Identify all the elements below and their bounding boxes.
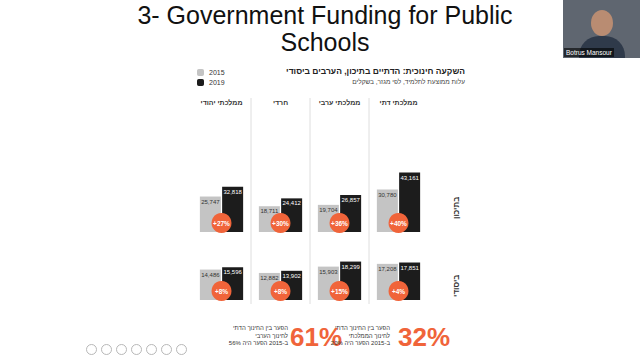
html-text:הפער בין החינוך הדתי: הפער בין החינוך הדתי (335, 325, 390, 331)
svg-text:ממלכתי ערבי: ממלכתי ערבי (319, 99, 361, 106)
svg-text:+30%: +30% (272, 220, 289, 227)
svg-text:15,903: 15,903 (319, 269, 338, 275)
svg-text:ממלכתי יהודי: ממלכתי יהודי (201, 99, 243, 106)
svg-text:24,412: 24,412 (282, 200, 301, 206)
svg-text:2015: 2015 (209, 69, 225, 76)
html-text:הפער בין החינוך הדתי: הפער בין החינוך הדתי (233, 325, 288, 331)
html-text:עלות ממוצעת לתלמיד, לפי מגזר,: עלות ממוצעת לתלמיד, לפי מגזר, בשקלים (352, 78, 465, 85)
svg-text:19,704: 19,704 (319, 207, 338, 213)
svg-text:13,902: 13,902 (282, 273, 301, 279)
svg-text:בתיכון: בתיכון (452, 197, 461, 219)
svg-text:15,596: 15,596 (223, 269, 242, 275)
svg-text:+40%: +40% (390, 220, 407, 227)
svg-text:26,857: 26,857 (341, 197, 360, 203)
svg-text:+15%: +15% (331, 288, 348, 295)
html-text:לחינוך הממלכתי: לחינוך הממלכתי (348, 332, 390, 339)
svg-text:2019: 2019 (209, 79, 225, 86)
html-text:לחינוך הערבי: לחינוך הערבי (255, 332, 288, 339)
html-text:3- Government Funding for Publ: 3- Government Funding for Public Schools (137, 1, 513, 56)
svg-text:18,711: 18,711 (260, 208, 279, 214)
svg-text:43,161: 43,161 (400, 175, 419, 181)
svg-text:25,747: 25,747 (201, 199, 220, 205)
html-text:ב-2015 הפער היה 56%: ב-2015 הפער היה 56% (228, 340, 288, 346)
svg-text:18,299: 18,299 (341, 264, 360, 270)
html-text:השקעה חינוכית: הדתיים בתיכון,: השקעה חינוכית: הדתיים בתיכון, הערבים ביס… (286, 66, 465, 76)
svg-text:32,818: 32,818 (223, 189, 242, 195)
html-text:61%: 61% (290, 322, 342, 352)
svg-text:17,208: 17,208 (378, 266, 397, 272)
html-text:32%: 32% (398, 322, 450, 352)
svg-text:+27%: +27% (213, 220, 230, 227)
svg-text:12,882: 12,882 (260, 275, 279, 281)
svg-text:+4%: +4% (392, 288, 405, 295)
html-text:Botrus Mansour: Botrus Mansour (566, 49, 612, 56)
html-text:ב-2015 הפער היה 20%: ב-2015 הפער היה 20% (330, 340, 390, 346)
svg-text:ביסודי: ביסודי (452, 275, 461, 297)
svg-text:17,851: 17,851 (400, 265, 419, 271)
svg-text:+36%: +36% (331, 220, 348, 227)
svg-text:חרדי: חרדי (273, 99, 288, 106)
svg-text:+8%: +8% (215, 288, 228, 295)
svg-text:30,780: 30,780 (378, 192, 397, 198)
svg-text:14,486: 14,486 (201, 272, 220, 278)
svg-text:+8%: +8% (274, 288, 287, 295)
svg-text:ממלכתי דתי: ממלכתי דתי (380, 99, 418, 106)
